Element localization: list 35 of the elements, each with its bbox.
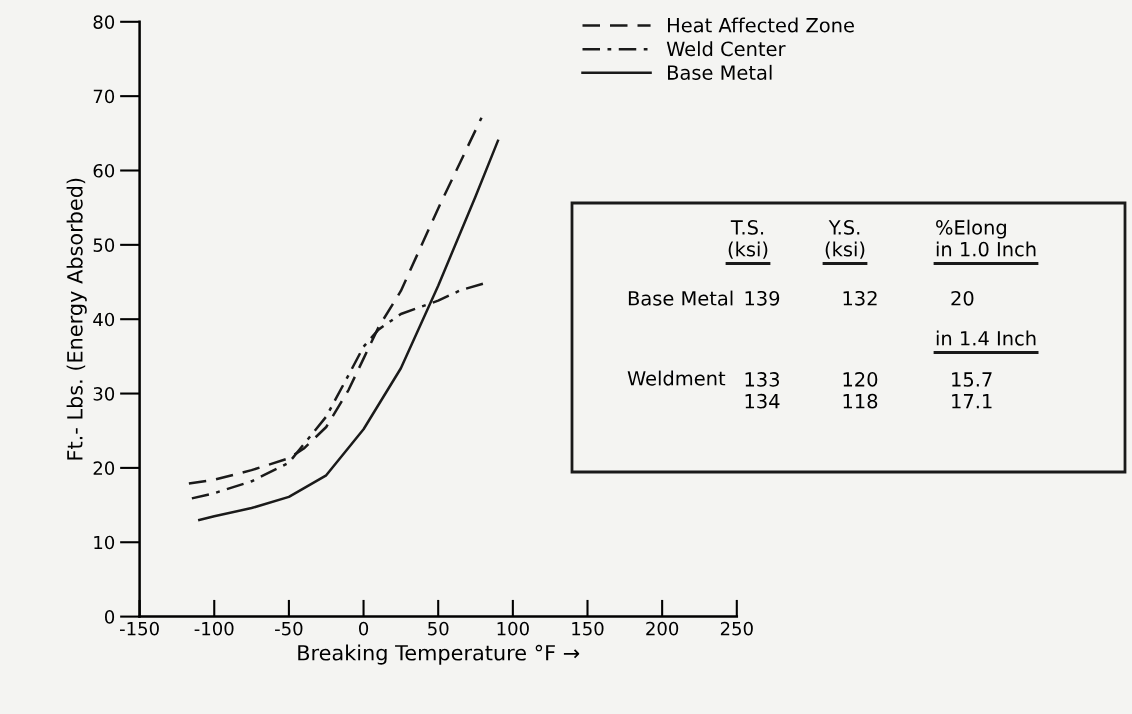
annotation: Weldment: [627, 370, 726, 386]
text: %Elong in 1.0 Inch: [936, 219, 1036, 257]
y-tick-label: 0: [105, 610, 115, 624]
x-tick-label: 0: [359, 621, 369, 636]
x-tick-label: -100: [194, 621, 234, 636]
y-tick-label: 80: [93, 15, 115, 29]
legend-label: Heat Affected Zone: [668, 17, 854, 33]
y-tick-label: 10: [94, 535, 115, 550]
text: 133 134: [745, 372, 780, 409]
x-tick-label: 150: [572, 621, 604, 636]
y-tick-label: 20: [93, 461, 115, 476]
x-tick-label: -50: [275, 621, 303, 636]
text: 139: [745, 290, 780, 306]
x-tick-label: 200: [646, 621, 679, 636]
annotation: T.S. (ksi): [728, 220, 768, 259]
y-tick-label: 30: [93, 387, 115, 401]
text: in 1.4 Inch: [936, 330, 1036, 346]
legend-label: Base Metal: [668, 64, 772, 80]
text: Y.S. (ksi): [825, 220, 865, 259]
text: 20: [951, 290, 974, 306]
y-tick-label: 60: [93, 163, 115, 178]
y-tick-label: 70: [93, 89, 115, 104]
x-tick-label: -150: [119, 621, 159, 636]
text: 120 118: [843, 372, 878, 409]
text: 132: [843, 290, 877, 306]
annotation: Base Metal: [628, 290, 733, 306]
x-tick-label: 250: [720, 621, 753, 636]
y-tick-label: 50: [93, 238, 115, 252]
y-tick-label: 40: [93, 312, 115, 327]
y-axis-title: Ft.- Lbs. (Energy Absorbed): [66, 178, 87, 460]
legend-label: Weld Center: [666, 41, 786, 57]
text: 15.7 17.1: [952, 372, 992, 409]
x-axis-title: Breaking Temperature °F →: [298, 644, 580, 665]
x-tick-label: 100: [497, 621, 529, 636]
x-tick-label: 50: [428, 621, 449, 636]
